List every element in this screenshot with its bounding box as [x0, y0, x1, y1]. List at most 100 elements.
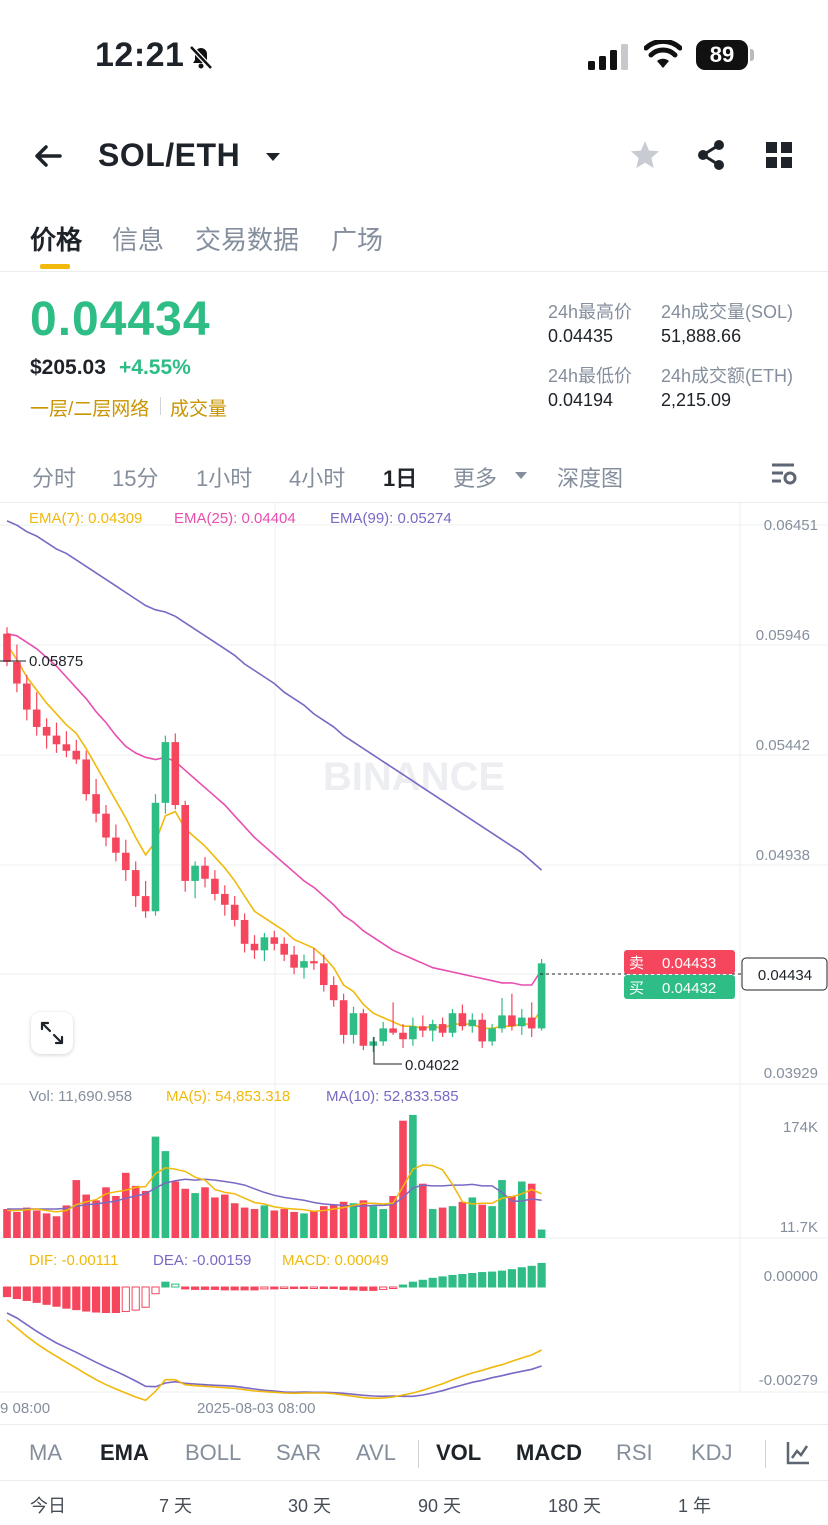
volume-bar: [221, 1194, 229, 1238]
indicator-ma[interactable]: MA: [29, 1440, 62, 1465]
volume-bar: [181, 1188, 189, 1238]
tag-layer-network[interactable]: 一层/二层网络: [30, 399, 150, 420]
depth-chart-tab[interactable]: 深度图: [557, 466, 624, 491]
perf-1y: 1 年: [678, 1496, 712, 1516]
indicator-sar[interactable]: SAR: [276, 1440, 322, 1465]
macd-histogram-bar: [398, 1284, 408, 1288]
volume-bar: [399, 1120, 407, 1238]
macd-dea-line: [6, 1312, 542, 1398]
interval-15m[interactable]: 15分: [112, 466, 159, 491]
macd-tick: -0.00279: [759, 1372, 818, 1389]
macd-histogram-bar: [389, 1286, 398, 1289]
volume-bar: [141, 1190, 150, 1238]
back-arrow-icon[interactable]: [30, 138, 66, 179]
tab-square[interactable]: 广场: [331, 225, 384, 255]
candle-body: [508, 1015, 516, 1027]
more-dropdown-icon[interactable]: [514, 468, 528, 486]
macd-histogram-bar: [488, 1271, 497, 1288]
candle-body: [399, 1032, 407, 1040]
macd-histogram-bar: [329, 1286, 338, 1289]
candle-body: [359, 1013, 368, 1046]
battery-indicator: 89: [696, 40, 748, 70]
macd-histogram-bar: [250, 1286, 259, 1291]
indicator-vol[interactable]: VOL: [436, 1440, 482, 1465]
volume-bar: [329, 1204, 338, 1238]
candle-body: [409, 1026, 417, 1040]
favorite-star-icon[interactable]: [628, 138, 662, 177]
candle-body: [240, 919, 249, 944]
pair-title[interactable]: SOL/ETH: [98, 137, 241, 173]
candle-body: [3, 633, 11, 662]
ema25-legend: EMA(25): 0.04404: [174, 510, 296, 527]
candle-body: [230, 904, 239, 920]
interval-1h[interactable]: 1小时: [196, 466, 253, 491]
tab-price[interactable]: 价格: [30, 225, 83, 255]
volume-bar: [468, 1197, 477, 1238]
volume-bar: [201, 1187, 209, 1238]
indicator-divider: [0, 1424, 828, 1425]
high-marker-label: 0.05875: [29, 653, 83, 670]
macd-histogram-bar: [72, 1286, 81, 1311]
macd-histogram-bar: [497, 1270, 507, 1288]
macd-histogram-bar: [240, 1286, 249, 1291]
pair-dropdown-icon[interactable]: [264, 150, 282, 168]
candle-body: [42, 726, 51, 736]
interval-4h[interactable]: 4小时: [289, 466, 346, 491]
share-icon[interactable]: [694, 138, 728, 177]
candle-body: [310, 961, 318, 964]
macd-histogram-bar: [210, 1286, 220, 1290]
candle-body: [201, 865, 209, 879]
tag-volume[interactable]: 成交量: [170, 399, 228, 420]
sell-label: 卖: [629, 955, 644, 972]
interval-1d[interactable]: 1日: [383, 466, 418, 491]
indicator-boll[interactable]: BOLL: [185, 1440, 242, 1465]
volume-bar: [13, 1211, 21, 1238]
macd-histogram-bar: [92, 1286, 101, 1313]
candle-body: [379, 1028, 387, 1042]
indicator-chart-icon[interactable]: [785, 1440, 811, 1471]
indicator-ema[interactable]: EMA: [100, 1440, 149, 1465]
candle-body: [260, 937, 269, 951]
volume-bar: [240, 1207, 249, 1238]
active-tab-underline: [40, 264, 70, 269]
indicator-kdj[interactable]: KDJ: [691, 1440, 733, 1465]
macd-histogram-bar: [379, 1286, 388, 1290]
candle-body: [161, 742, 170, 803]
candle-body: [151, 802, 160, 912]
battery-tip: [750, 49, 754, 61]
macd-dea-legend: DEA: -0.00159: [153, 1252, 251, 1269]
interval-more[interactable]: 更多: [453, 466, 498, 491]
candle-body: [448, 1013, 457, 1033]
grid-menu-icon[interactable]: [764, 140, 794, 175]
indicator-avl[interactable]: AVL: [356, 1440, 396, 1465]
macd-histogram-bar: [260, 1286, 269, 1290]
last-price: 0.04434: [30, 293, 211, 346]
ema7-legend: EMA(7): 0.04309: [29, 510, 142, 527]
volume-bar: [409, 1114, 417, 1238]
candle-body: [300, 961, 308, 968]
ema99-line: [6, 520, 543, 871]
macd-histogram-bar: [349, 1286, 358, 1291]
chart-settings-icon[interactable]: [770, 462, 798, 493]
tab-info[interactable]: 信息: [112, 225, 165, 255]
indicator-macd[interactable]: MACD: [516, 1440, 582, 1465]
low-24h-value: 0.04194: [548, 390, 614, 410]
candle-body: [191, 865, 199, 881]
candle-body: [131, 870, 140, 897]
sell-price-badge[interactable]: [624, 950, 735, 974]
buy-price-badge[interactable]: [624, 975, 735, 999]
macd-histogram-bar: [161, 1281, 170, 1288]
tabs-divider: [0, 271, 828, 272]
tab-trading-data[interactable]: 交易数据: [195, 225, 300, 255]
candle-body: [527, 1017, 536, 1029]
volume-ma5-line: [7, 1164, 542, 1213]
candle-body: [537, 963, 546, 1029]
indicator-rsi[interactable]: RSI: [616, 1440, 653, 1465]
volume-bar: [3, 1209, 11, 1238]
candle-body: [62, 744, 71, 751]
fullscreen-button[interactable]: [31, 1012, 73, 1054]
candle-body: [339, 1000, 348, 1035]
macd-histogram-bar: [200, 1286, 210, 1290]
kline-chart[interactable]: BINANCE EMA(7): 0.04309 EMA(25): 0.04404…: [0, 503, 828, 1423]
interval-timeline[interactable]: 分时: [32, 466, 77, 491]
